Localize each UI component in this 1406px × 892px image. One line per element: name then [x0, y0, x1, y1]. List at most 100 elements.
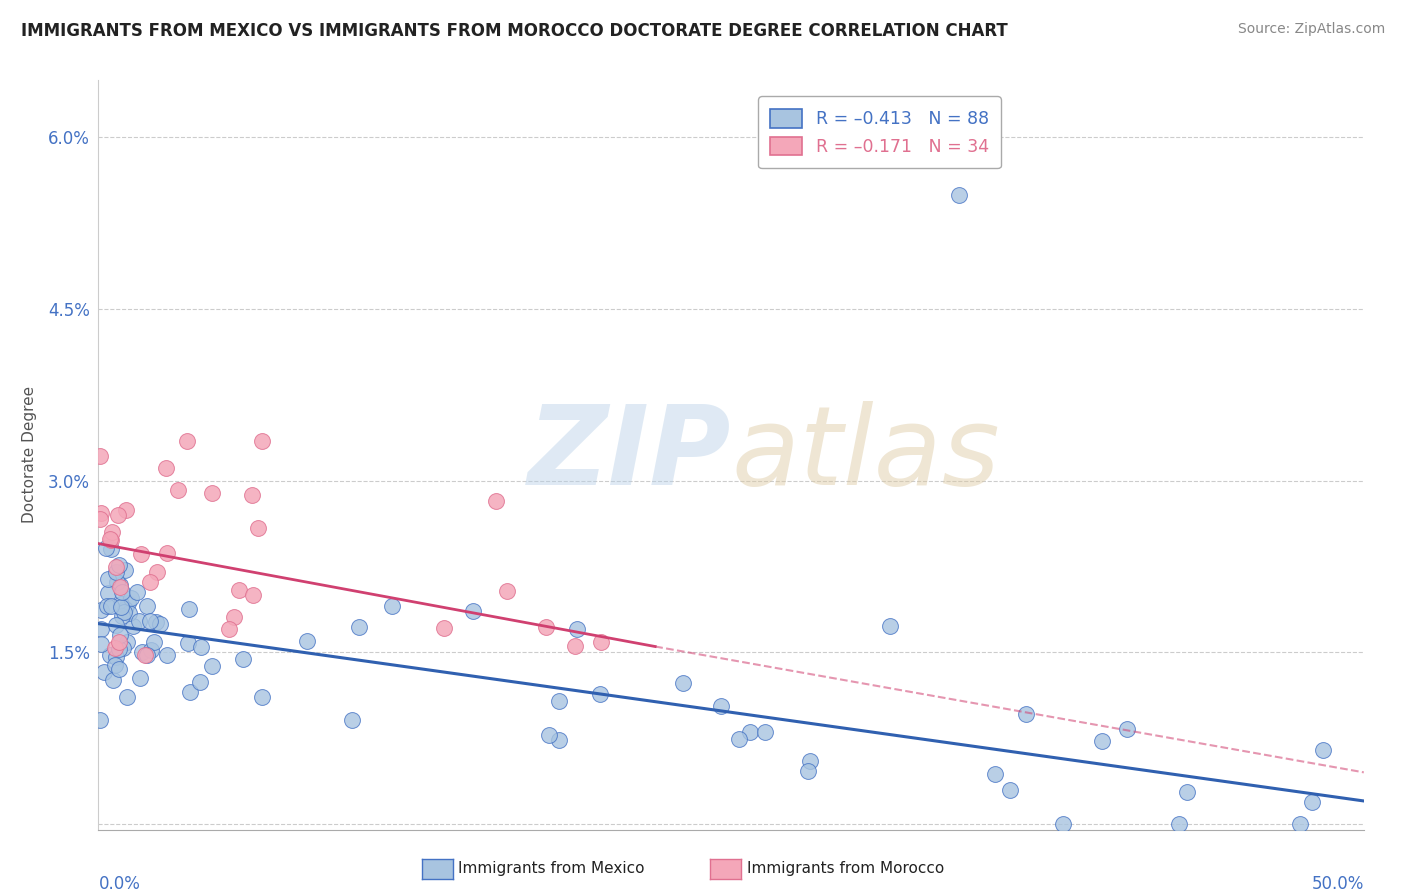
Point — [342, 713, 364, 727]
Point — [179, 685, 201, 699]
Point — [111, 609, 134, 624]
Point — [588, 687, 610, 701]
Point — [879, 619, 901, 633]
Point — [564, 640, 586, 654]
Point — [240, 488, 263, 502]
Point — [101, 673, 124, 688]
Point — [589, 634, 612, 648]
Point — [548, 694, 571, 708]
Point — [347, 620, 370, 634]
Point — [100, 533, 122, 547]
Point — [110, 597, 132, 611]
Point — [114, 563, 136, 577]
Point — [727, 731, 749, 746]
Point — [115, 690, 138, 704]
Point — [166, 483, 188, 498]
Point — [125, 585, 148, 599]
Point — [948, 187, 970, 202]
Point — [117, 595, 139, 609]
Point — [799, 754, 821, 768]
Point — [156, 648, 179, 662]
Point — [754, 725, 776, 739]
Point — [1288, 817, 1310, 831]
Point — [128, 614, 150, 628]
Text: Immigrants from Morocco: Immigrants from Morocco — [747, 862, 943, 876]
Point — [93, 665, 115, 679]
Point — [100, 541, 122, 556]
Point — [145, 565, 167, 579]
Point — [115, 503, 138, 517]
Point — [104, 658, 127, 673]
Point — [190, 640, 212, 655]
Text: 0.0%: 0.0% — [98, 874, 141, 892]
Point — [120, 591, 142, 605]
Point — [496, 583, 519, 598]
Point — [145, 615, 167, 629]
Point — [100, 599, 122, 614]
Point — [201, 659, 224, 673]
Point — [138, 614, 160, 628]
Point — [129, 548, 152, 562]
Point — [96, 586, 118, 600]
Text: Immigrants from Mexico: Immigrants from Mexico — [458, 862, 645, 876]
Point — [738, 725, 761, 739]
Point — [177, 636, 200, 650]
Text: ZIP: ZIP — [527, 401, 731, 508]
Point — [1175, 785, 1198, 799]
Point — [433, 622, 456, 636]
Point — [1301, 795, 1323, 809]
Point — [538, 728, 561, 742]
Point — [201, 486, 224, 500]
Point — [115, 634, 138, 648]
Point — [89, 713, 111, 727]
Point — [108, 628, 131, 642]
Point — [1312, 743, 1334, 757]
Point — [188, 675, 211, 690]
Point — [98, 648, 121, 662]
Point — [485, 493, 508, 508]
Text: IMMIGRANTS FROM MEXICO VS IMMIGRANTS FROM MOROCCO DOCTORATE DEGREE CORRELATION C: IMMIGRANTS FROM MEXICO VS IMMIGRANTS FRO… — [21, 22, 1008, 40]
Point — [122, 619, 145, 633]
Point — [672, 676, 695, 690]
Point — [108, 662, 131, 676]
Text: Source: ZipAtlas.com: Source: ZipAtlas.com — [1237, 22, 1385, 37]
Point — [114, 602, 136, 616]
Point — [97, 572, 120, 586]
Text: 50.0%: 50.0% — [1312, 874, 1364, 892]
Point — [250, 690, 273, 704]
Point — [136, 599, 159, 614]
Point — [252, 434, 274, 448]
Point — [89, 512, 111, 526]
Legend: R = –0.413   N = 88, R = –0.171   N = 34: R = –0.413 N = 88, R = –0.171 N = 34 — [758, 96, 1001, 168]
Point — [110, 578, 132, 592]
Point — [108, 580, 131, 594]
Point — [112, 605, 135, 619]
Point — [90, 637, 112, 651]
Point — [110, 600, 132, 615]
Point — [89, 449, 111, 463]
Point — [983, 766, 1005, 780]
Point — [134, 648, 156, 663]
Point — [139, 642, 162, 657]
Point — [112, 640, 135, 655]
Text: atlas: atlas — [731, 401, 1000, 508]
Point — [103, 641, 125, 656]
Point — [1014, 706, 1036, 721]
Point — [101, 525, 124, 540]
Point — [90, 506, 112, 520]
Point — [179, 601, 201, 615]
Point — [1168, 817, 1191, 831]
Point — [534, 619, 557, 633]
Point — [143, 635, 166, 649]
Point — [232, 652, 254, 666]
Point — [104, 559, 127, 574]
Point — [149, 617, 172, 632]
Point — [295, 634, 318, 648]
Point — [111, 585, 134, 599]
Point — [105, 574, 128, 589]
Point — [710, 698, 733, 713]
Point — [797, 764, 820, 779]
Point — [1091, 734, 1114, 748]
Point — [139, 574, 162, 589]
Point — [218, 623, 240, 637]
